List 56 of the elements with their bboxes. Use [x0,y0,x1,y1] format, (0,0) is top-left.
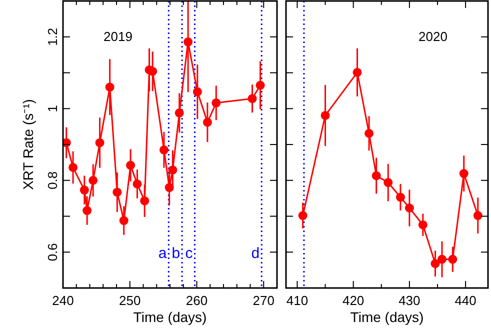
point [112,188,122,197]
point [119,216,128,226]
point [159,145,168,154]
x-tick-label: 420 [342,293,364,308]
x-axis-title: Time (days) [350,309,424,325]
x-tick-label: 410 [286,293,308,308]
point [80,186,89,195]
x-axis-title: Time (days) [133,309,207,325]
point [384,178,393,188]
point [164,183,174,192]
point [212,98,221,108]
x-tick-label: 250 [119,293,141,308]
point [437,254,446,264]
point [82,206,92,216]
point [430,259,440,268]
text: 2020 [418,29,448,44]
y-tick-label: 0.6 [45,243,60,262]
x-tick-label: 240 [52,293,74,308]
ref-line-label: d [251,245,260,262]
point [352,68,362,77]
ref-line-label: a [158,245,168,262]
point [298,211,308,220]
point [256,80,265,90]
point [320,110,330,120]
point [105,82,114,92]
ref-line-label: c [185,245,194,262]
y-axis-title: XRT Rate (s⁻¹) [20,99,36,190]
text: 2019 [104,29,132,44]
ref-line-label: b [172,245,180,262]
point [68,162,78,172]
point [95,138,104,148]
point [132,179,142,188]
point [473,211,482,220]
x-tick-label: 430 [398,293,420,308]
point [174,108,184,118]
point [202,118,212,127]
point [459,169,468,178]
point [248,94,257,104]
y-tick-label: 1 [45,105,60,112]
point [396,192,405,202]
point [364,128,374,138]
x-tick-label: 440 [454,293,476,308]
x-tick-label: 270 [252,293,274,308]
point [448,254,458,264]
y-tick-label: 1.2 [45,28,60,46]
point [192,87,202,96]
point [372,171,381,180]
x-tick-label: 260 [186,293,208,308]
y-tick-label: 0.8 [45,171,60,190]
point [140,196,150,206]
point [168,165,178,174]
point [404,204,414,212]
point [88,176,98,185]
point [184,37,193,46]
point [418,220,428,230]
point [126,160,136,170]
